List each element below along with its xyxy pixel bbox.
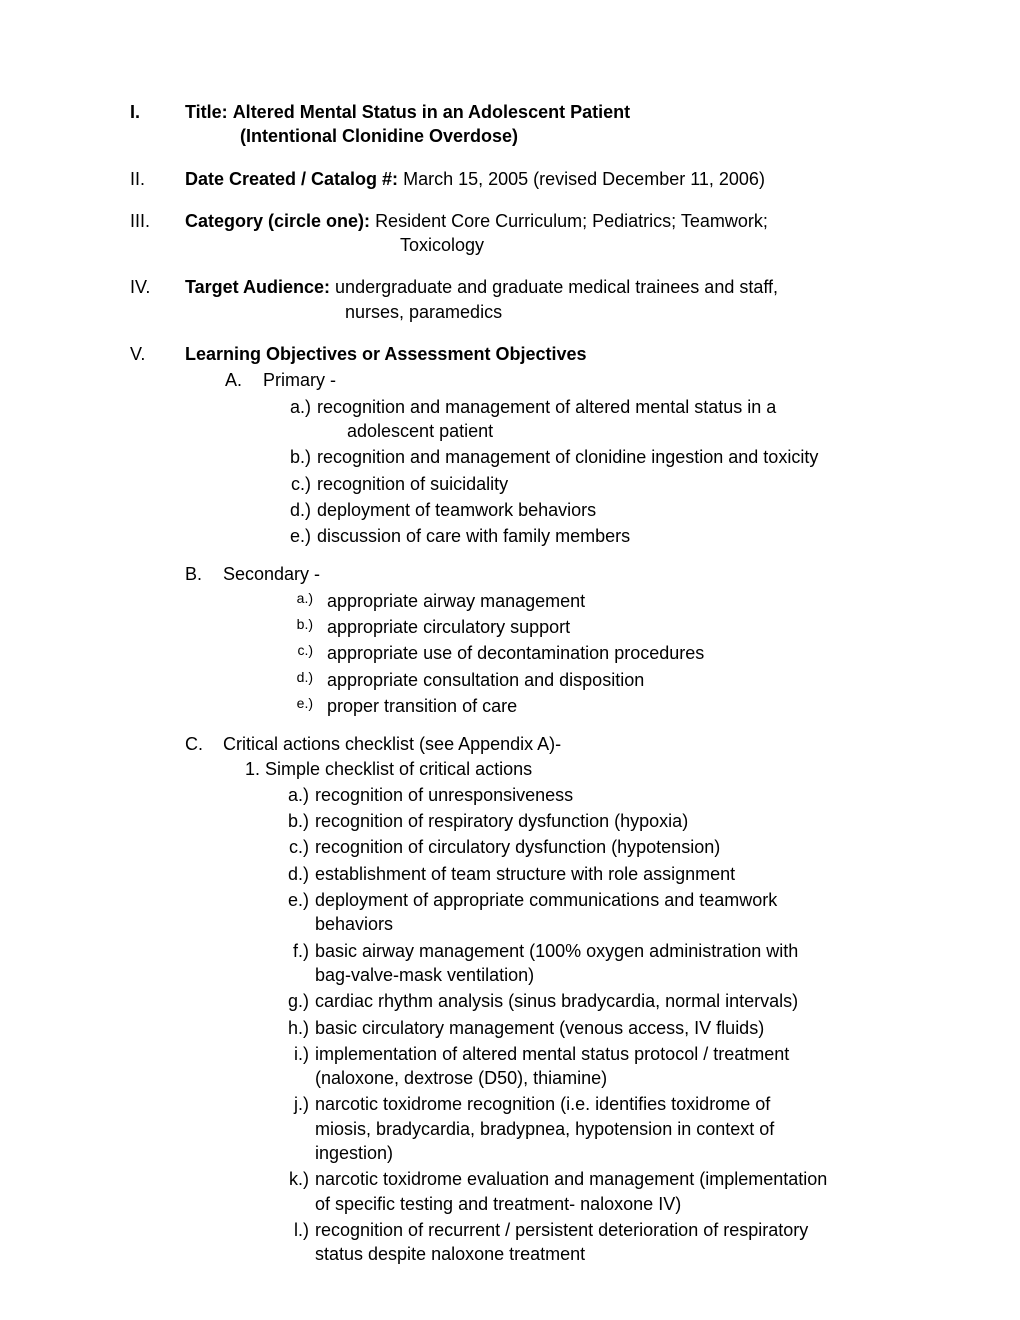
section-audience: IV. Target Audience: undergraduate and g… — [130, 275, 920, 324]
sub-a: A. Primary - a.)recognition and manageme… — [185, 368, 920, 548]
section-category: III. Category (circle one): Resident Cor… — [130, 209, 920, 258]
section-title: I. Title: Altered Mental Status in an Ad… — [130, 100, 920, 149]
category-label: Category (circle one): — [185, 211, 370, 231]
date-label: Date Created / Catalog #: — [185, 169, 398, 189]
roman-i: I. — [130, 100, 185, 149]
sub-a-title: Primary - — [263, 368, 336, 392]
audience-line2: nurses, paramedics — [185, 300, 920, 324]
sub-b-title: Secondary - — [223, 562, 320, 586]
sub-b: B. Secondary - a.)appropriate airway man… — [185, 562, 920, 718]
audience-line1: undergraduate and graduate medical train… — [335, 277, 778, 297]
title-label: Title: — [185, 102, 228, 122]
title-line2: (Intentional Clonidine Overdose) — [185, 124, 920, 148]
sub-a-mark: A. — [225, 368, 263, 392]
sub-c-subtitle: 1. Simple checklist of critical actions — [185, 757, 920, 781]
sub-b-mark: B. — [185, 562, 223, 586]
roman-iii: III. — [130, 209, 185, 258]
section-objectives: V. Learning Objectives or Assessment Obj… — [130, 342, 920, 1266]
roman-v: V. — [130, 342, 185, 1266]
objectives-label: Learning Objectives or Assessment Object… — [185, 342, 920, 366]
section-date: II. Date Created / Catalog #: March 15, … — [130, 167, 920, 191]
roman-iv: IV. — [130, 275, 185, 324]
category-line2: Toxicology — [185, 233, 920, 257]
audience-label: Target Audience: — [185, 277, 330, 297]
sub-c-title: Critical actions checklist (see Appendix… — [223, 732, 561, 756]
sub-c: C. Critical actions checklist (see Appen… — [185, 732, 920, 1266]
category-line1: Resident Core Curriculum; Pediatrics; Te… — [375, 211, 768, 231]
roman-ii: II. — [130, 167, 185, 191]
sub-c-mark: C. — [185, 732, 223, 756]
